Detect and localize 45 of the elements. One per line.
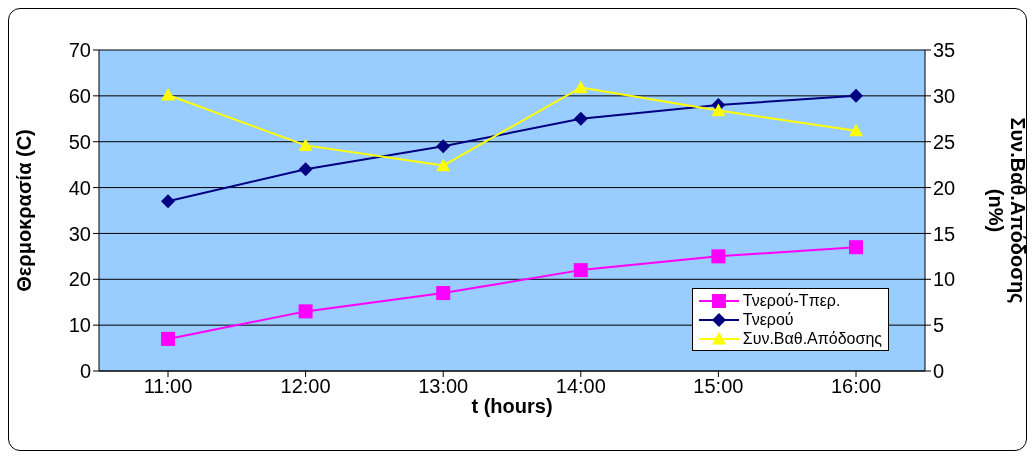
point xyxy=(161,331,175,346)
y2-tick-label: 10 xyxy=(933,268,956,291)
point xyxy=(573,111,588,126)
point xyxy=(711,103,726,117)
y-tick-label: 20 xyxy=(68,268,91,291)
y-axis-title: Θερμοκρασία (C) xyxy=(13,129,36,292)
y2-tick-label: 20 xyxy=(933,176,956,199)
point xyxy=(573,80,588,94)
legend-label: Τνερού-Τπερ. xyxy=(742,291,841,310)
y2-tick-label: 15 xyxy=(933,222,956,245)
x-tick-label: 14:00 xyxy=(555,375,606,398)
point xyxy=(161,194,175,209)
x-tick-label: 16:00 xyxy=(830,375,882,398)
y2-tick-label: 25 xyxy=(933,130,956,153)
point xyxy=(849,123,863,137)
point xyxy=(849,240,863,255)
point xyxy=(573,263,588,278)
y2-tick-label: 0 xyxy=(933,360,945,383)
x-tick-label: 15:00 xyxy=(693,375,744,398)
point xyxy=(436,139,451,154)
y-tick-label: 30 xyxy=(68,222,91,245)
y-tick-label: 40 xyxy=(68,176,91,199)
point xyxy=(436,286,451,301)
y-tick-label: 50 xyxy=(68,130,91,153)
legend-label: Συν.Βαθ.Απόδοσης xyxy=(742,329,882,348)
y2-tick-label: 5 xyxy=(933,314,945,337)
y-tick-label: 10 xyxy=(68,314,91,337)
y2-axis-title: Συν.Βαθ.Απόδοσης (n%) xyxy=(985,117,1029,304)
legend-label: Τνερού xyxy=(742,310,794,329)
point xyxy=(298,304,313,319)
y2-tick-label: 30 xyxy=(933,84,956,107)
x-tick-label: 13:00 xyxy=(418,375,469,398)
y-tick-label: 60 xyxy=(68,84,91,107)
point xyxy=(711,249,726,264)
y2-tick-label: 35 xyxy=(933,39,956,62)
point xyxy=(436,158,451,172)
x-tick-label: 12:00 xyxy=(280,375,331,398)
x-tick-label: 11:00 xyxy=(143,375,193,398)
point xyxy=(849,88,863,103)
y-tick-label: 70 xyxy=(68,39,91,62)
point xyxy=(298,138,313,151)
y-tick-label: 0 xyxy=(79,360,91,383)
x-axis-title: t (hours) xyxy=(471,395,553,417)
point xyxy=(161,87,175,101)
point xyxy=(298,162,313,177)
